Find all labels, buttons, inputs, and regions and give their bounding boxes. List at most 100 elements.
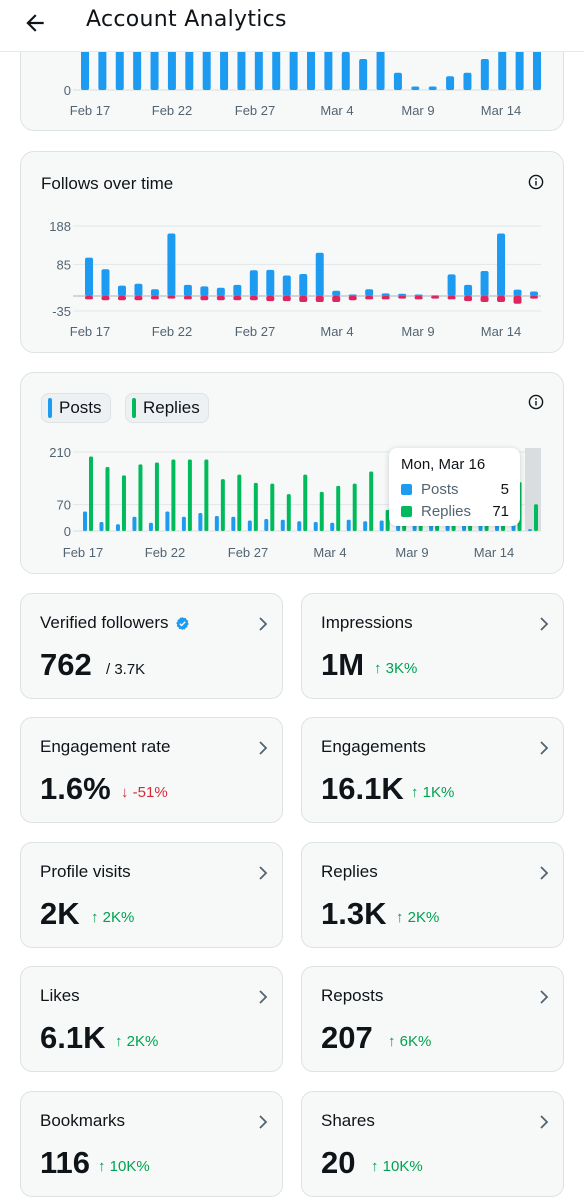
chevron-right-icon <box>540 617 549 631</box>
bar-gained <box>348 294 357 296</box>
metric-impressions[interactable]: Impressions 1M ↑ 3K% <box>301 593 564 699</box>
bar-lost <box>365 296 374 300</box>
bar <box>446 76 455 90</box>
replies-swatch <box>401 506 412 517</box>
metric-engagement-rate[interactable]: Engagement rate 1.6% ↓ -51% <box>20 717 283 823</box>
metric-delta: ↑ 2K% <box>396 909 440 926</box>
bar-lost <box>266 296 275 302</box>
metric-value: 1.3K <box>321 896 387 931</box>
follows-chart[interactable]: 188 85 -35 Feb 17 Feb 22 Feb 27 Mar 4 Mar 9 Mar … <box>21 152 564 353</box>
bar-posts <box>198 512 203 531</box>
metric-label: Engagement rate <box>40 737 171 756</box>
metric-delta: ↑ 1K% <box>411 784 455 801</box>
bar-gained <box>332 290 341 296</box>
tooltip-replies-value: 71 <box>492 503 509 520</box>
bar-posts <box>297 521 302 531</box>
bar-gained <box>431 295 440 296</box>
metric-replies[interactable]: Replies 1.3K ↑ 2K% <box>301 842 564 948</box>
metric-profile-visits[interactable]: Profile visits 2K ↑ 2K% <box>20 842 283 948</box>
bar-lost <box>249 296 258 301</box>
x-tick-label: Mar 14 <box>481 324 521 339</box>
bar-gained <box>447 274 456 296</box>
bar-lost <box>414 296 423 300</box>
x-tick-label: Mar 9 <box>401 324 434 339</box>
metric-reposts[interactable]: Reposts 207 ↑ 6K% <box>301 966 564 1072</box>
metric-label: Likes <box>40 986 80 1005</box>
x-tick-label: Mar 14 <box>481 103 521 118</box>
metric-delta: ↑ 3K% <box>374 660 418 677</box>
legend-chip-replies[interactable]: Replies <box>125 393 209 423</box>
bar-replies <box>369 471 374 531</box>
metric-delta: ↑ 2K% <box>91 909 135 926</box>
bar-lost <box>216 296 225 301</box>
metric-secondary: / 3.7K <box>106 661 146 678</box>
y-tick-label: 70 <box>57 498 71 513</box>
bar-lost <box>464 296 473 302</box>
follows-chart-title: Follows over time <box>41 174 174 193</box>
y-tick-label: 0 <box>64 83 71 98</box>
bar-lost <box>497 296 506 302</box>
bar-replies <box>253 482 258 531</box>
y-tick-label: 85 <box>57 257 71 272</box>
metric-likes[interactable]: Likes 6.1K ↑ 2K% <box>20 966 283 1072</box>
metric-value: 20 <box>321 1145 356 1180</box>
metric-label: Reposts <box>321 986 384 1005</box>
bar-posts <box>148 522 153 531</box>
bar-posts <box>363 521 368 531</box>
bar-replies <box>286 494 291 531</box>
metric-value: 16.1K <box>321 771 404 806</box>
metric-delta: ↑ 6K% <box>388 1033 432 1050</box>
bar-gained <box>150 289 159 296</box>
chevron-right-icon <box>259 741 268 755</box>
bar-lost <box>530 296 538 299</box>
x-tick-label: Feb 27 <box>235 324 275 339</box>
bar-gained <box>85 257 93 296</box>
bar-lost <box>200 296 209 301</box>
legend-replies-label: Replies <box>143 398 200 417</box>
metric-value: 116 <box>40 1145 91 1180</box>
bar-lost <box>85 296 93 300</box>
tooltip-posts-row: Posts 5 <box>401 481 509 498</box>
bar-replies <box>270 483 275 531</box>
bar-replies <box>385 509 390 531</box>
metric-shares[interactable]: Shares 20 ↑ 10K% <box>301 1091 564 1197</box>
bar-lost <box>101 296 110 301</box>
bar <box>393 72 402 90</box>
bar-posts <box>99 521 104 531</box>
metric-bookmarks[interactable]: Bookmarks 116 ↑ 10K% <box>20 1091 283 1197</box>
legend-chip-posts[interactable]: Posts <box>41 393 111 423</box>
tooltip-replies-label: Replies <box>421 503 472 520</box>
bar-gained <box>398 293 407 296</box>
x-tick-label: Feb 22 <box>152 324 192 339</box>
bar-replies <box>303 474 308 531</box>
bar-posts <box>330 522 335 531</box>
chevron-right-icon <box>259 990 268 1004</box>
bar-lost <box>134 296 143 301</box>
x-tick-label: Feb 27 <box>228 545 268 560</box>
bar-lost <box>117 296 126 301</box>
info-icon[interactable] <box>528 174 544 190</box>
metric-label: Engagements <box>321 737 426 756</box>
metric-verified-followers[interactable]: Verified followers 762 / 3.7K <box>20 593 283 699</box>
bar <box>341 52 350 90</box>
replies-color-bar <box>132 398 136 418</box>
back-arrow-icon[interactable] <box>22 10 48 36</box>
chevron-right-icon <box>540 866 549 880</box>
bar-gained <box>249 270 258 296</box>
bar <box>428 86 437 90</box>
x-tick-label: Mar 9 <box>395 545 428 560</box>
bar <box>480 58 489 90</box>
metric-engagements[interactable]: Engagements 16.1K ↑ 1K% <box>301 717 564 823</box>
bar-replies <box>187 459 192 531</box>
bar-lost <box>315 296 324 302</box>
bar-gained <box>480 271 489 296</box>
bar-posts <box>231 516 236 531</box>
x-tick-label: Mar 14 <box>474 545 514 560</box>
bar-lost <box>513 296 522 304</box>
bar-replies <box>319 491 324 531</box>
tooltip-replies-row: Replies 71 <box>401 503 509 520</box>
metric-label: Bookmarks <box>40 1111 126 1130</box>
bar-gained <box>365 289 374 296</box>
info-icon[interactable] <box>528 394 544 410</box>
bar-replies <box>204 459 209 531</box>
